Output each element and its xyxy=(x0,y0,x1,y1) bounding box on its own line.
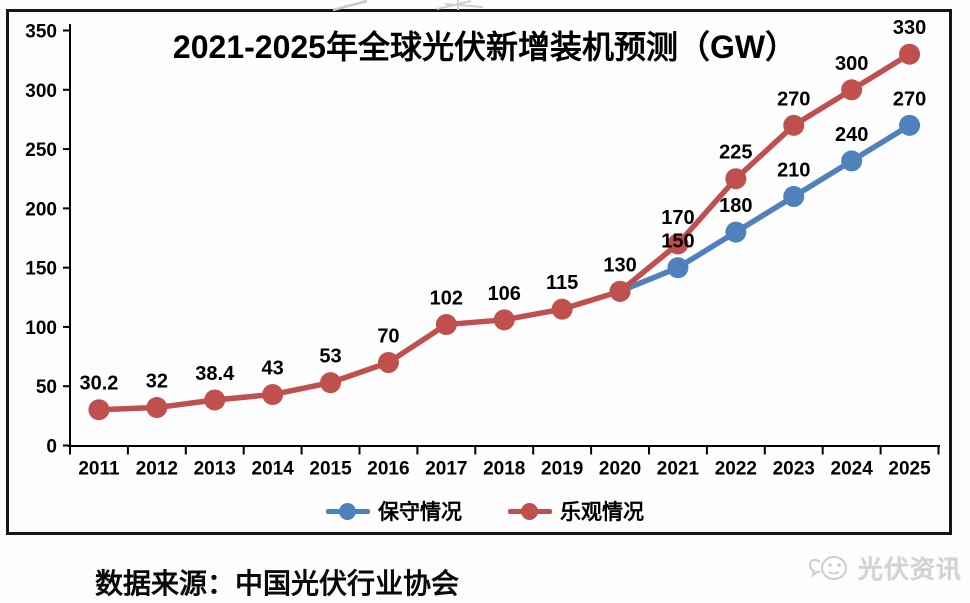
legend-label: 保守情况 xyxy=(378,501,462,524)
legend-item-1: 乐观情况 xyxy=(508,496,644,526)
top-watermark-strokes xyxy=(332,0,484,11)
legend-line-marker xyxy=(508,502,552,520)
legend-item-0: 保守情况 xyxy=(326,496,462,526)
chat-face-icon xyxy=(808,556,847,580)
publisher-logo-text: 光伏资讯 xyxy=(857,556,962,584)
chart-title: 2021-2025年全球光伏新增装机预测（GW） xyxy=(172,29,798,65)
data-source-text: 数据来源：中国光伏行业协会 xyxy=(95,568,460,599)
legend-label: 乐观情况 xyxy=(560,501,644,524)
legend-line-marker xyxy=(326,502,370,520)
footer: 数据来源：中国光伏行业协会 光伏资讯 xyxy=(0,548,970,603)
chart-legend: 保守情况 乐观情况 xyxy=(0,496,970,526)
chart-frame xyxy=(6,9,952,535)
publisher-logo: 光伏资讯 xyxy=(808,550,962,586)
